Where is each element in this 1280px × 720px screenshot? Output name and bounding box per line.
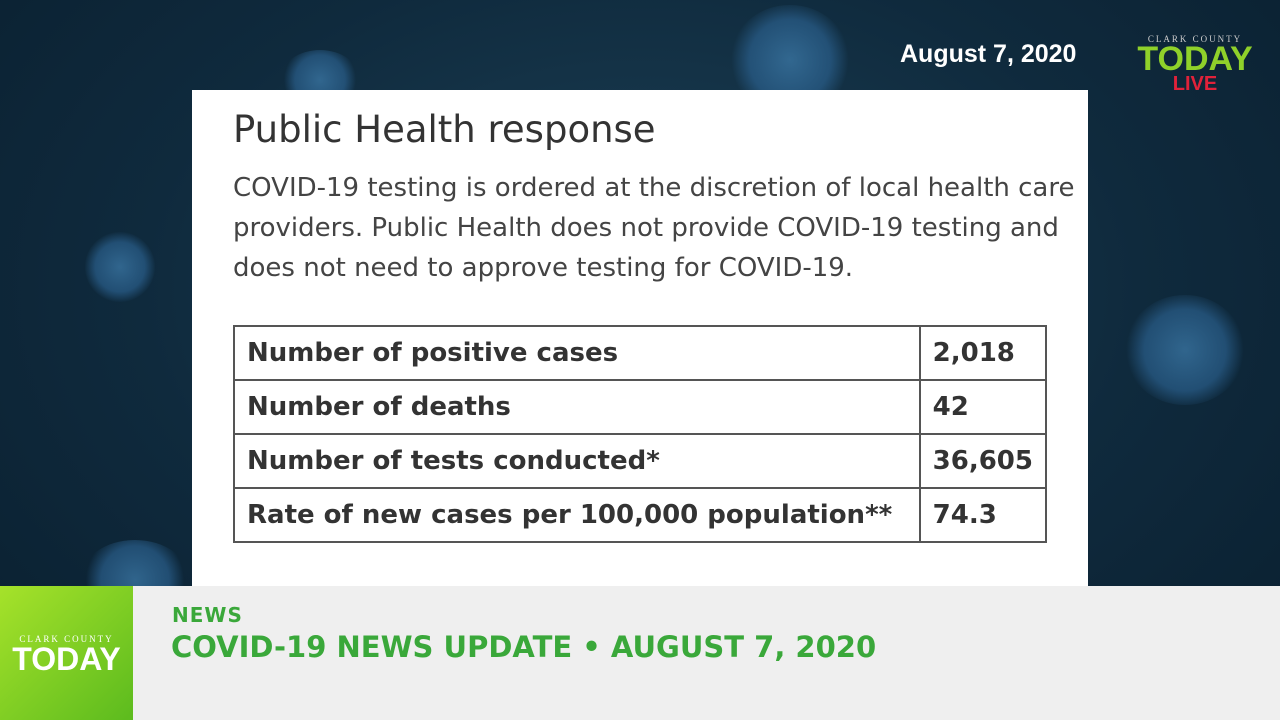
logo-live: LIVE	[1172, 73, 1218, 95]
stats-table: Number of positive cases 2,018 Number of d…	[233, 325, 1048, 543]
logo-main: TODAY	[12, 641, 121, 677]
label-cell: Number of deaths	[233, 379, 921, 435]
card-text: COVID-19 testing is ordered at the discr…	[233, 173, 1075, 283]
table-row: Number of positive cases 2,018	[233, 325, 1048, 381]
logo: CLARK COUNTY TODAY LIVE	[1130, 34, 1260, 94]
logo-top: CLARK COUNTY	[19, 634, 114, 644]
date: August 7, 2020	[900, 40, 1077, 68]
card: Public Health response COVID-19 testing …	[192, 90, 1088, 610]
label-cell: Number of tests conducted*	[233, 433, 921, 489]
label-cell: Rate of new cases per 100,000 population…	[233, 487, 921, 543]
category: NEWS	[172, 603, 243, 627]
table-row: Rate of new cases per 100,000 population…	[233, 487, 1048, 543]
card-title: Public Health response	[233, 108, 656, 151]
logo-top: CLARK COUNTY	[1147, 34, 1243, 44]
table-row: Number of deaths 42	[233, 379, 1048, 435]
value-cell: 74.3	[918, 487, 1048, 543]
value-cell: 36,605	[918, 433, 1048, 489]
lower-logo: CLARK COUNTY TODAY	[0, 586, 133, 720]
virus-decoration	[1125, 295, 1245, 405]
logo-main: TODAY	[1137, 40, 1253, 78]
headline: COVID-19 NEWS UPDATE • AUGUST 7, 2020	[171, 630, 877, 664]
value-cell: 2,018	[918, 325, 1048, 381]
value-cell: 42	[918, 379, 1048, 435]
table-row: Number of tests conducted* 36,605	[233, 433, 1048, 489]
virus-decoration	[85, 232, 155, 302]
label-cell: Number of positive cases	[233, 325, 921, 381]
lower-third: CLARK COUNTY TODAY NEWS COVID-19 NEWS UP…	[0, 586, 1280, 720]
